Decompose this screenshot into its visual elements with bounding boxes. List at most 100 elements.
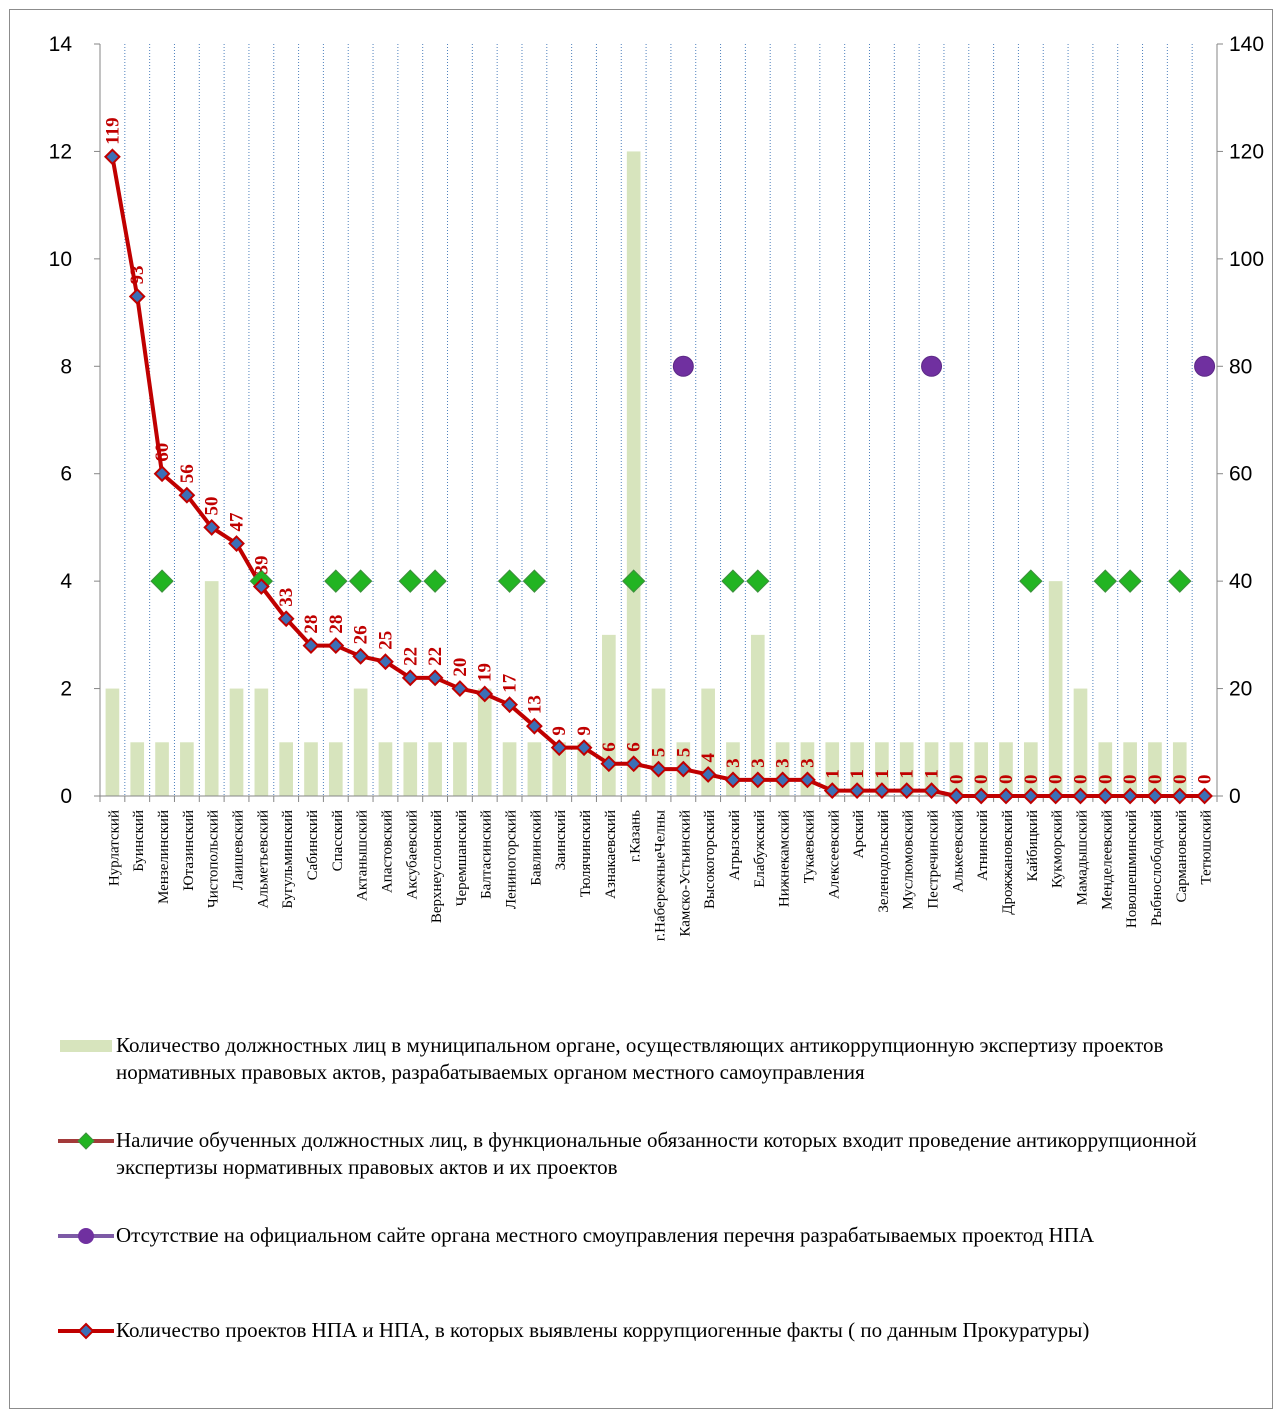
trained-marker [398, 569, 422, 593]
x-tick-label: Лаишевский [231, 810, 247, 890]
bar [180, 742, 194, 796]
projects-marker [898, 782, 916, 800]
bar [850, 742, 864, 796]
bar [204, 581, 219, 796]
bar [825, 742, 840, 796]
projects-marker [550, 739, 568, 757]
bar [527, 742, 542, 796]
projects-data-label: 60 [152, 443, 173, 462]
bar [1048, 581, 1063, 796]
x-tick-label: Агрызский [727, 810, 743, 881]
x-tick-label: Альметьевский [255, 810, 271, 908]
bar [229, 688, 244, 796]
bar [477, 688, 492, 796]
bar [577, 742, 591, 796]
y-tick-label-right: 80 [1229, 355, 1252, 378]
bar [1172, 742, 1187, 796]
trained-marker [746, 569, 770, 593]
x-tick-label: Аксубаевский [404, 810, 420, 899]
bar [750, 634, 765, 796]
projects-marker [352, 647, 370, 665]
projects-data-label: 22 [400, 647, 421, 666]
projects-marker [972, 787, 990, 805]
projects-marker [426, 669, 444, 687]
projects-marker [1047, 787, 1065, 805]
projects-data-label: 93 [127, 265, 148, 284]
y-tick-label-left: 10 [49, 248, 72, 271]
projects-marker [153, 465, 171, 483]
bar [304, 742, 318, 796]
x-tick-label: Кукморский [1050, 810, 1066, 888]
y-tick-label-left: 2 [60, 678, 72, 701]
bar [701, 688, 715, 796]
bar [279, 742, 293, 796]
x-tick-label: Пестречинский [926, 810, 942, 909]
x-tick-label: Арский [851, 810, 867, 858]
projects-marker [1096, 787, 1114, 805]
projects-marker [1022, 787, 1040, 805]
projects-marker [823, 782, 841, 800]
y-tick-label-right: 140 [1229, 33, 1264, 56]
projects-data-label: 3 [797, 758, 818, 768]
projects-data-label: 28 [326, 615, 347, 634]
projects-data-label: 33 [276, 588, 297, 607]
projects-marker [600, 755, 618, 773]
x-tick-label: Алексеевский [826, 810, 842, 899]
trained-marker [621, 569, 646, 593]
x-tick-label: Бугульминский [280, 810, 296, 909]
projects-marker [848, 782, 866, 800]
projects-data-label: 25 [375, 631, 396, 650]
x-tick-label: Чистопольский [206, 810, 222, 908]
x-tick-label: Зеленодольский [876, 810, 892, 913]
trained-marker [1168, 569, 1192, 593]
projects-data-label: 9 [574, 726, 595, 736]
bar [353, 688, 368, 796]
projects-data-label: 1 [922, 769, 943, 779]
projects-data-label: 0 [1070, 775, 1091, 785]
absence-marker [1194, 355, 1216, 377]
x-tick-label: Тюлячинский [578, 810, 594, 897]
projects-data-label: 3 [748, 758, 769, 768]
projects-marker [575, 739, 593, 757]
x-tick-label: Азнакаевский [603, 810, 619, 899]
projects-data-label: 0 [971, 775, 992, 785]
bar [1148, 742, 1162, 796]
y-tick-label-left: 6 [60, 463, 72, 486]
trained-marker [324, 569, 348, 593]
projects-marker [203, 519, 221, 536]
projects-data-label: 1 [847, 769, 868, 779]
projects-marker [1196, 787, 1214, 805]
projects-marker [1072, 787, 1089, 805]
bar [875, 742, 889, 796]
bar [651, 688, 666, 796]
y-tick-label-left: 8 [60, 355, 72, 378]
projects-data-label: 4 [698, 753, 719, 763]
x-tick-label: Высокогорский [702, 810, 718, 909]
x-tick-label: Мензелинский [156, 810, 172, 904]
projects-marker [1146, 787, 1164, 805]
projects-data-label: 20 [450, 658, 471, 677]
x-tick-label: Алькеевский [950, 810, 966, 892]
bar [1098, 742, 1113, 796]
projects-data-label: 5 [673, 748, 694, 758]
projects-data-label: 47 [227, 512, 248, 532]
projects-marker [377, 653, 394, 671]
legend-label-bars: Количество должностных лиц в муниципальн… [116, 1033, 1164, 1084]
projects-marker [1171, 787, 1189, 805]
projects-data-label: 13 [524, 695, 545, 714]
projects-data-label: 28 [301, 615, 322, 634]
projects-data-label: 0 [996, 775, 1017, 785]
projects-data-label: 3 [773, 758, 794, 768]
projects-data-label: 22 [425, 647, 446, 666]
trained-marker [497, 569, 522, 593]
trained-marker [423, 569, 447, 593]
projects-data-label: 0 [1120, 775, 1141, 785]
y-tick-label-right: 60 [1229, 463, 1252, 486]
bar [1073, 688, 1088, 796]
x-tick-label: Актанышский [355, 810, 371, 901]
projects-marker [128, 288, 146, 305]
x-tick-label: Заинский [553, 810, 569, 870]
x-tick-label: Кайбицкий [1025, 810, 1041, 882]
projects-data-label: 1 [872, 769, 893, 779]
